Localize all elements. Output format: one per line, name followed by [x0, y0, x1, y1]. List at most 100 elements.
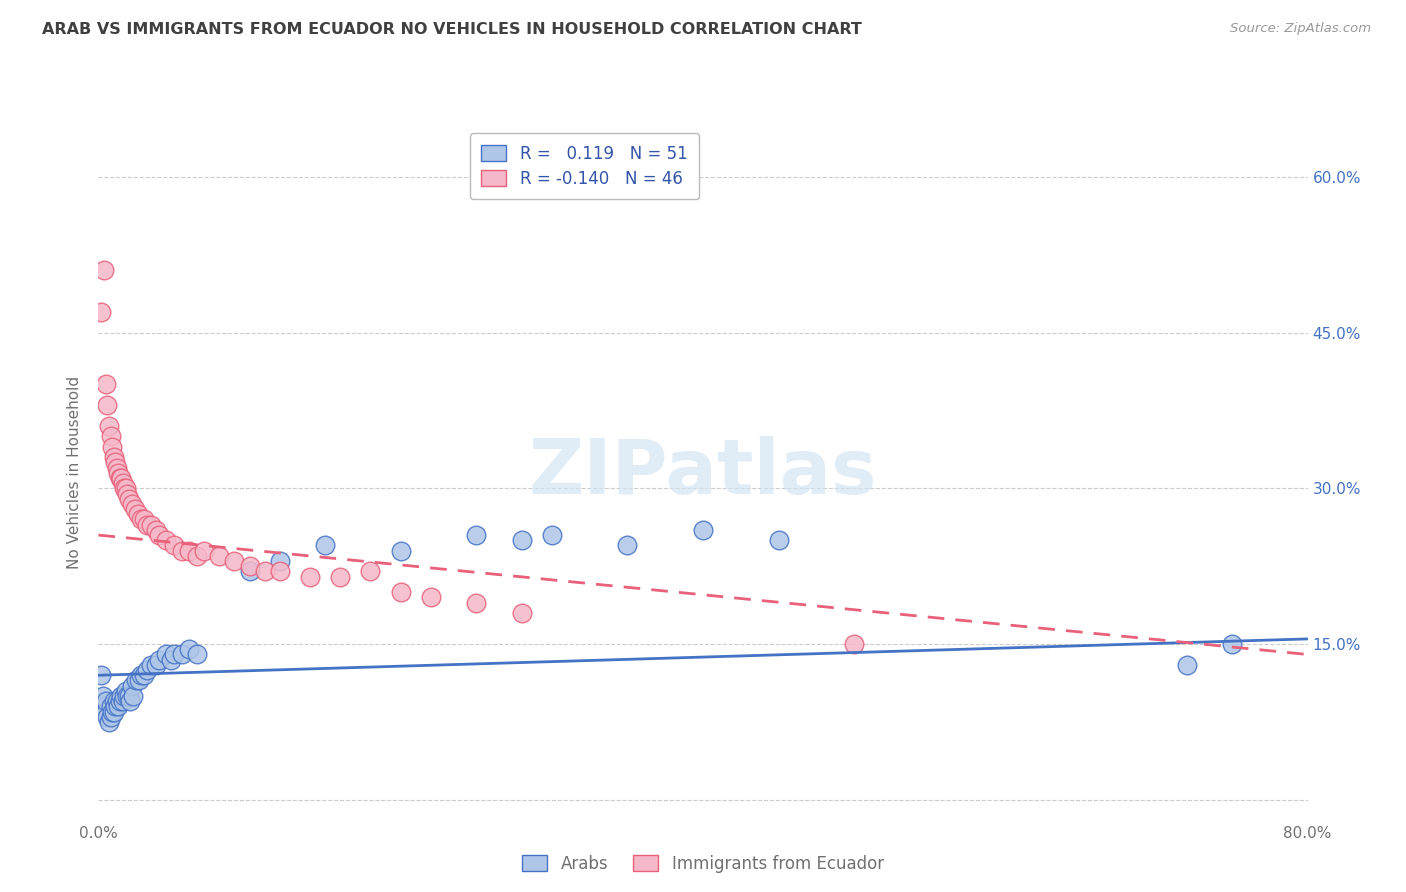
Point: [692, 523, 714, 537]
Point: [186, 648, 208, 662]
Point: [135, 663, 157, 677]
Point: [121, 497, 143, 511]
Point: [96, 710, 118, 724]
Point: [94, 705, 117, 719]
Point: [163, 538, 186, 552]
Point: [170, 543, 193, 558]
Point: [314, 538, 336, 552]
Point: [193, 543, 215, 558]
Point: [179, 543, 201, 558]
Point: [101, 705, 124, 719]
Point: [90, 668, 112, 682]
Point: [90, 305, 112, 319]
Point: [160, 653, 183, 667]
Point: [98, 419, 121, 434]
Point: [112, 689, 135, 703]
Point: [170, 648, 193, 662]
Point: [114, 481, 136, 495]
Point: [115, 689, 138, 703]
Point: [120, 694, 142, 708]
Point: [111, 694, 134, 708]
Point: [96, 398, 118, 412]
Point: [132, 668, 155, 682]
Point: [155, 648, 177, 662]
Text: ZIPatlas: ZIPatlas: [529, 436, 877, 509]
Point: [389, 543, 412, 558]
Point: [108, 694, 131, 708]
Point: [121, 679, 143, 693]
Point: [124, 502, 146, 516]
Point: [269, 565, 291, 579]
Point: [269, 554, 291, 568]
Point: [93, 263, 115, 277]
Legend: Arabs, Immigrants from Ecuador: Arabs, Immigrants from Ecuador: [516, 848, 890, 880]
Point: [125, 673, 148, 688]
Text: Source: ZipAtlas.com: Source: ZipAtlas.com: [1230, 22, 1371, 36]
Point: [98, 714, 121, 729]
Point: [122, 689, 145, 703]
Point: [148, 528, 170, 542]
Y-axis label: No Vehicles in Household: No Vehicles in Household: [67, 376, 83, 569]
Point: [118, 491, 141, 506]
Point: [141, 657, 163, 672]
Point: [91, 689, 114, 703]
Point: [100, 710, 122, 724]
Point: [465, 528, 488, 542]
Point: [104, 699, 127, 714]
Point: [103, 450, 125, 465]
Point: [141, 517, 163, 532]
Point: [186, 549, 208, 563]
Point: [844, 637, 866, 651]
Point: [105, 694, 128, 708]
Point: [129, 668, 152, 682]
Point: [616, 538, 638, 552]
Point: [105, 460, 128, 475]
Point: [163, 648, 186, 662]
Point: [145, 657, 167, 672]
Point: [1175, 657, 1198, 672]
Point: [128, 673, 150, 688]
Point: [329, 569, 352, 583]
Point: [510, 606, 533, 620]
Point: [224, 554, 246, 568]
Point: [115, 486, 138, 500]
Point: [145, 523, 167, 537]
Point: [100, 429, 122, 443]
Legend: R =   0.119   N = 51, R = -0.140   N = 46: R = 0.119 N = 51, R = -0.140 N = 46: [470, 133, 699, 199]
Point: [112, 481, 135, 495]
Point: [253, 565, 276, 579]
Point: [465, 596, 488, 610]
Point: [135, 517, 157, 532]
Point: [107, 699, 129, 714]
Point: [104, 455, 127, 469]
Point: [239, 565, 262, 579]
Point: [239, 559, 262, 574]
Point: [155, 533, 177, 548]
Point: [179, 642, 201, 657]
Text: ARAB VS IMMIGRANTS FROM ECUADOR NO VEHICLES IN HOUSEHOLD CORRELATION CHART: ARAB VS IMMIGRANTS FROM ECUADOR NO VEHIC…: [42, 22, 862, 37]
Point: [118, 689, 141, 703]
Point: [127, 508, 149, 522]
Point: [510, 533, 533, 548]
Point: [94, 694, 117, 708]
Point: [107, 466, 129, 480]
Point: [101, 440, 124, 454]
Point: [100, 699, 122, 714]
Point: [420, 591, 443, 605]
Point: [148, 653, 170, 667]
Point: [111, 476, 134, 491]
Point: [110, 471, 132, 485]
Point: [108, 471, 131, 485]
Point: [540, 528, 562, 542]
Point: [129, 512, 152, 526]
Point: [103, 705, 125, 719]
Point: [299, 569, 322, 583]
Point: [360, 565, 382, 579]
Point: [389, 585, 412, 599]
Point: [132, 512, 155, 526]
Point: [1220, 637, 1243, 651]
Point: [768, 533, 790, 548]
Point: [110, 689, 132, 703]
Point: [103, 694, 125, 708]
Point: [94, 377, 117, 392]
